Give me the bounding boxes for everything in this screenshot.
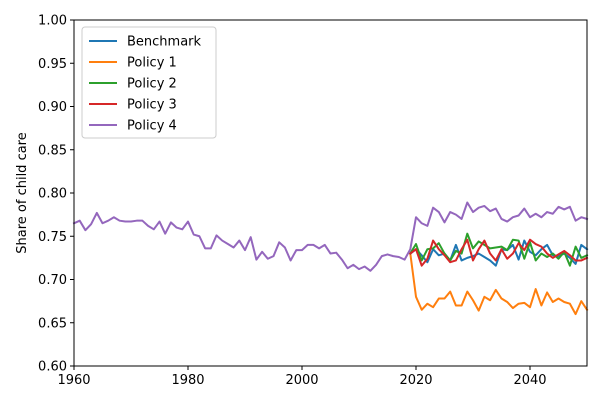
legend-label-policy-3: Policy 3 [127, 98, 177, 113]
legend: Benchmark Policy 1 Policy 2 Policy 3 Policy … [81, 26, 217, 139]
legend-label-benchmark: Benchmark [127, 35, 202, 50]
series-line-policy-3 [408, 238, 589, 267]
x-tick-label: 1960 [57, 373, 90, 388]
y-tick-label: 0.70 [38, 273, 67, 288]
y-tick-label: 0.85 [38, 143, 67, 158]
y-tick-label: 0.90 [38, 100, 67, 115]
y-tick-label: 0.65 [38, 316, 67, 331]
legend-label-policy-1: Policy 1 [127, 56, 177, 71]
y-tick-label: 0.60 [38, 360, 67, 375]
y-tick-label: 0.75 [38, 230, 67, 245]
x-tick-label: 2040 [513, 373, 546, 388]
legend-label-policy-2: Policy 2 [127, 77, 177, 92]
x-tick-label: 2000 [285, 373, 318, 388]
series-line-policy-4 [72, 201, 589, 272]
series-line-policy-2 [408, 232, 589, 267]
y-axis-title: Share of child care [15, 132, 30, 253]
y-tick-label: 0.80 [38, 187, 67, 202]
x-axis: 1960 1980 2000 2020 2040 [57, 366, 547, 388]
x-tick-label: 2020 [399, 373, 432, 388]
y-tick-label: 1.00 [38, 14, 67, 29]
x-tick-label: 1980 [171, 373, 204, 388]
legend-label-policy-4: Policy 4 [127, 119, 177, 134]
y-axis: 0.60 0.65 0.70 0.75 0.80 0.85 0.90 0.95 1.00 [38, 14, 74, 375]
series-layer [72, 201, 589, 316]
y-tick-label: 0.95 [38, 57, 67, 72]
legend-frame [81, 26, 217, 139]
series-line-policy-1 [409, 252, 589, 316]
